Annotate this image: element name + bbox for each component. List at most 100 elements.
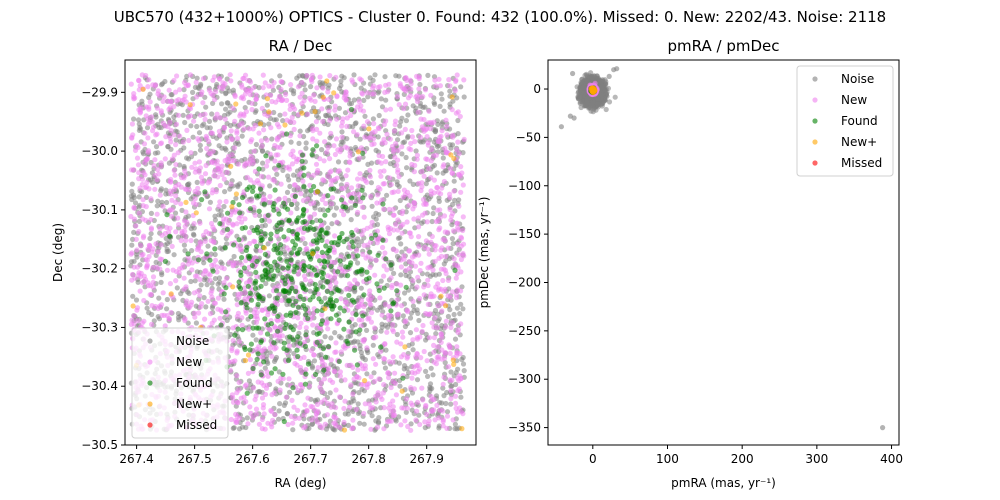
data-point bbox=[300, 178, 306, 184]
data-point bbox=[286, 197, 292, 203]
data-point bbox=[236, 379, 242, 386]
data-point bbox=[319, 389, 326, 395]
data-point bbox=[304, 73, 310, 79]
data-point bbox=[143, 113, 149, 119]
data-point bbox=[327, 156, 333, 162]
data-point bbox=[342, 92, 348, 98]
data-point bbox=[260, 354, 266, 360]
data-point bbox=[449, 107, 455, 113]
data-point bbox=[280, 265, 286, 271]
data-point bbox=[454, 72, 460, 78]
data-point bbox=[408, 81, 414, 87]
data-point bbox=[333, 312, 339, 318]
data-point bbox=[286, 298, 292, 304]
data-point bbox=[414, 284, 420, 290]
data-point bbox=[286, 227, 292, 234]
x-tick-label: 267.6 bbox=[235, 452, 269, 466]
data-point bbox=[278, 86, 284, 93]
data-point bbox=[318, 399, 325, 405]
data-point bbox=[273, 167, 279, 173]
data-point bbox=[216, 75, 222, 82]
data-point bbox=[358, 285, 364, 291]
data-point bbox=[258, 330, 264, 336]
data-point bbox=[210, 187, 216, 193]
data-point bbox=[319, 275, 325, 281]
data-point bbox=[340, 116, 346, 122]
data-point bbox=[299, 158, 305, 164]
data-point bbox=[237, 286, 244, 292]
data-point bbox=[435, 281, 441, 287]
data-point bbox=[314, 339, 320, 345]
data-point bbox=[178, 291, 184, 297]
data-point bbox=[272, 187, 278, 193]
data-point bbox=[129, 134, 135, 140]
data-point bbox=[441, 374, 447, 380]
data-point bbox=[401, 187, 407, 193]
data-point bbox=[154, 264, 160, 271]
data-point bbox=[333, 349, 339, 355]
data-point bbox=[348, 382, 354, 388]
data-point bbox=[141, 117, 147, 123]
data-point bbox=[444, 409, 451, 415]
data-point bbox=[172, 210, 179, 216]
data-point bbox=[129, 277, 135, 283]
data-point bbox=[368, 180, 374, 186]
data-point bbox=[289, 250, 295, 256]
data-point bbox=[149, 321, 155, 327]
data-point bbox=[373, 257, 379, 263]
data-point bbox=[193, 79, 199, 85]
data-point bbox=[194, 273, 200, 279]
data-point bbox=[440, 277, 446, 284]
data-point bbox=[302, 402, 308, 408]
data-point bbox=[380, 201, 386, 207]
data-point bbox=[425, 282, 431, 289]
data-point bbox=[367, 249, 373, 255]
data-point bbox=[388, 308, 394, 314]
data-point bbox=[365, 242, 371, 248]
data-point bbox=[230, 338, 236, 344]
data-point bbox=[447, 88, 453, 94]
data-point bbox=[297, 293, 303, 300]
data-point bbox=[256, 325, 262, 331]
data-point bbox=[371, 121, 377, 127]
data-point bbox=[387, 106, 394, 112]
data-point bbox=[239, 219, 245, 225]
data-point bbox=[159, 272, 165, 278]
data-point bbox=[400, 375, 406, 381]
data-point bbox=[211, 226, 217, 233]
data-point bbox=[136, 229, 142, 235]
data-point bbox=[294, 235, 300, 241]
data-point bbox=[390, 354, 396, 360]
data-point bbox=[375, 125, 381, 131]
data-point bbox=[134, 254, 140, 260]
data-point bbox=[200, 100, 206, 106]
data-point bbox=[180, 112, 186, 118]
data-point bbox=[346, 319, 352, 325]
data-point bbox=[181, 242, 187, 248]
data-point bbox=[190, 134, 196, 140]
data-point bbox=[239, 327, 246, 333]
data-point bbox=[173, 162, 179, 168]
data-point bbox=[443, 318, 449, 324]
data-point bbox=[382, 74, 388, 80]
data-point bbox=[365, 94, 371, 100]
data-point bbox=[371, 141, 377, 147]
data-point bbox=[206, 138, 212, 144]
data-point bbox=[229, 392, 235, 398]
data-point bbox=[140, 197, 146, 203]
data-point bbox=[250, 126, 256, 132]
data-point bbox=[200, 76, 207, 82]
data-point bbox=[167, 239, 173, 245]
data-point bbox=[408, 400, 414, 406]
data-point bbox=[348, 185, 355, 191]
data-point bbox=[447, 206, 453, 212]
data-point bbox=[457, 113, 463, 120]
data-point bbox=[259, 426, 265, 432]
data-point bbox=[295, 353, 301, 360]
data-point bbox=[329, 195, 336, 201]
data-point bbox=[199, 180, 205, 186]
data-point bbox=[301, 165, 307, 171]
data-point bbox=[409, 127, 415, 134]
data-point bbox=[183, 237, 189, 243]
y-tick-label: −30.4 bbox=[81, 379, 118, 393]
